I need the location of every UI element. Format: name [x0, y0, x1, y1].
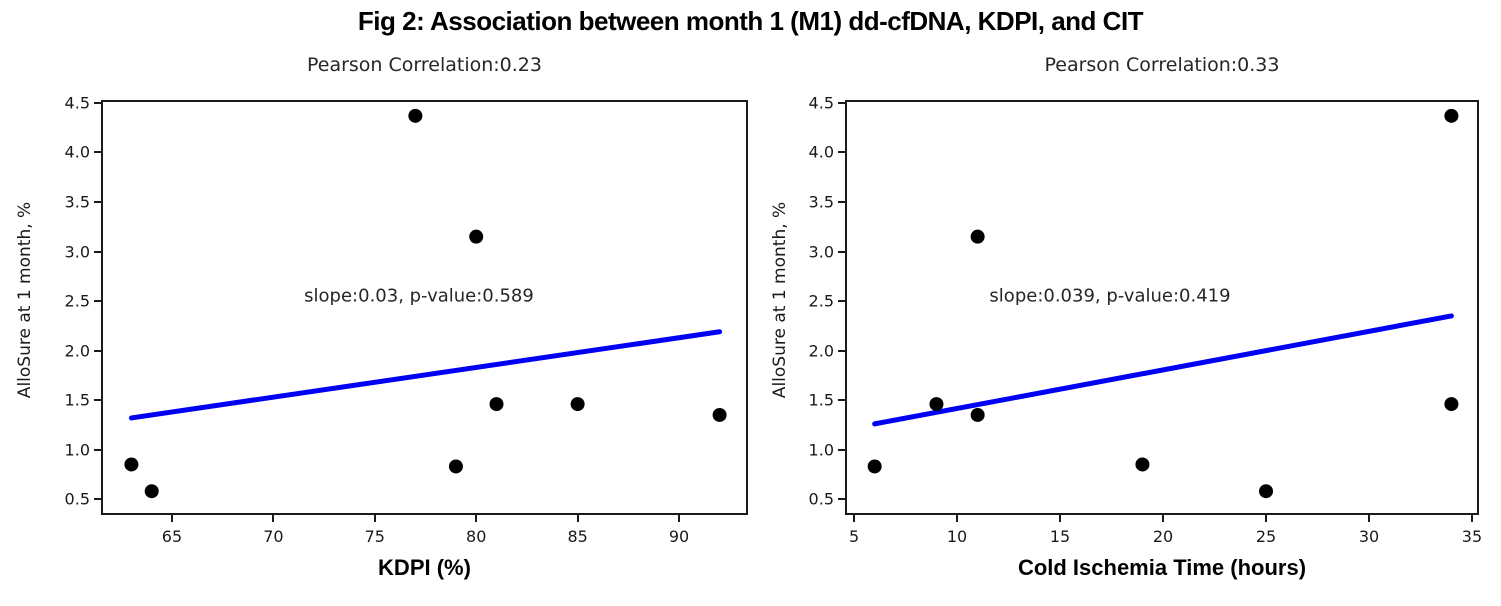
y-tick-label: 4.0 [808, 142, 834, 162]
x-tick-label: 10 [946, 527, 968, 546]
data-point [1259, 484, 1274, 499]
x-tick-label: 75 [364, 527, 385, 546]
y-tick-mark [94, 101, 101, 104]
y-tick-label: 1.0 [64, 440, 90, 460]
plot-area-kdpi [101, 100, 748, 515]
y-tick-label: 1.5 [808, 390, 834, 410]
x-tick-mark [1470, 515, 1473, 522]
x-tick-label: 5 [848, 527, 860, 546]
y-tick-mark [838, 151, 845, 154]
x-tick-mark [373, 515, 376, 522]
y-axis-label-cit: AlloSure at 1 month, % [770, 201, 790, 399]
y-tick-label: 0.5 [808, 489, 834, 509]
y-tick-mark [94, 300, 101, 303]
y-tick-mark [838, 300, 845, 303]
regression-line [872, 313, 1454, 427]
slope-annotation-kdpi: slope:0.03, p-value:0.589 [304, 285, 534, 307]
x-tick-mark [1265, 515, 1268, 522]
x-tick-label: 25 [1255, 527, 1277, 546]
data-point [469, 229, 484, 244]
y-tick-mark [838, 448, 845, 451]
x-tick-label: 20 [1152, 527, 1174, 546]
x-tick-label: 30 [1358, 527, 1380, 546]
y-tick-label: 3.0 [64, 242, 90, 262]
x-tick-mark [272, 515, 275, 522]
x-tick-label: 90 [668, 527, 690, 546]
y-tick-mark [838, 498, 845, 501]
plot-canvas [867, 108, 1459, 499]
x-tick-label: 65 [161, 527, 183, 546]
x-tick-mark [678, 515, 681, 522]
y-tick-label: 1.5 [64, 390, 90, 410]
data-point [489, 397, 504, 412]
slope-annotation-cit: slope:0.039, p-value:0.419 [989, 285, 1231, 307]
y-tick-mark [838, 101, 845, 104]
plot-title-cit: Pearson Correlation:0.33 [1044, 54, 1280, 76]
data-point [712, 407, 727, 422]
y-tick-label: 4.5 [64, 93, 90, 113]
y-tick-mark [94, 448, 101, 451]
data-point [1135, 457, 1150, 472]
y-tick-mark [94, 151, 101, 154]
data-point [448, 459, 463, 474]
x-tick-mark [1368, 515, 1370, 522]
data-point [144, 484, 159, 499]
y-tick-label: 2.5 [808, 291, 834, 311]
x-tick-mark [853, 515, 856, 522]
plot-canvas [124, 108, 727, 499]
y-tick-label: 2.5 [64, 291, 90, 311]
data-point [867, 459, 882, 474]
y-tick-label: 4.5 [808, 93, 834, 113]
x-tick-label: 85 [567, 527, 588, 546]
data-point [970, 407, 985, 422]
y-tick-mark [94, 201, 101, 204]
regression-line [128, 329, 723, 421]
y-tick-label: 3.5 [64, 192, 90, 212]
plot-area-cit [845, 100, 1479, 515]
x-axis-label-cit: Cold Ischemia Time (hours) [1017, 555, 1307, 580]
x-tick-label: 80 [466, 527, 487, 546]
data-point [570, 397, 585, 412]
x-tick-label: 35 [1461, 527, 1483, 546]
y-tick-mark [94, 250, 101, 253]
y-axis-label-kdpi: AlloSure at 1 month, % [15, 201, 35, 399]
x-tick-mark [956, 515, 959, 522]
x-axis-label-kdpi: KDPI (%) [378, 555, 471, 580]
x-tick-mark [1162, 515, 1165, 522]
y-tick-mark [94, 498, 101, 501]
x-tick-mark [576, 515, 579, 522]
data-point [970, 229, 985, 244]
data-point [1444, 108, 1459, 123]
data-point [929, 397, 944, 412]
data-point [408, 108, 423, 123]
y-tick-mark [94, 349, 101, 352]
x-tick-label: 15 [1049, 527, 1071, 546]
y-tick-label: 2.0 [808, 341, 834, 361]
figure-title: Fig 2: Association between month 1 (M1) … [357, 6, 1144, 36]
y-tick-label: 2.0 [64, 341, 90, 361]
data-point [1444, 397, 1459, 412]
x-tick-mark [170, 515, 173, 522]
plot-title-kdpi: Pearson Correlation:0.23 [306, 54, 542, 76]
y-tick-mark [838, 349, 845, 352]
y-tick-mark [94, 399, 101, 402]
x-tick-mark [475, 515, 478, 522]
y-tick-label: 1.0 [808, 440, 834, 460]
y-tick-mark [838, 201, 845, 204]
data-point [124, 457, 139, 472]
y-tick-mark [838, 399, 845, 402]
x-tick-label: 70 [263, 527, 284, 546]
y-tick-mark [838, 250, 845, 253]
y-tick-label: 3.5 [808, 192, 834, 212]
y-tick-label: 4.0 [64, 142, 90, 162]
y-tick-label: 0.5 [64, 489, 90, 509]
x-tick-mark [1059, 515, 1062, 522]
y-tick-label: 3.0 [808, 242, 834, 262]
